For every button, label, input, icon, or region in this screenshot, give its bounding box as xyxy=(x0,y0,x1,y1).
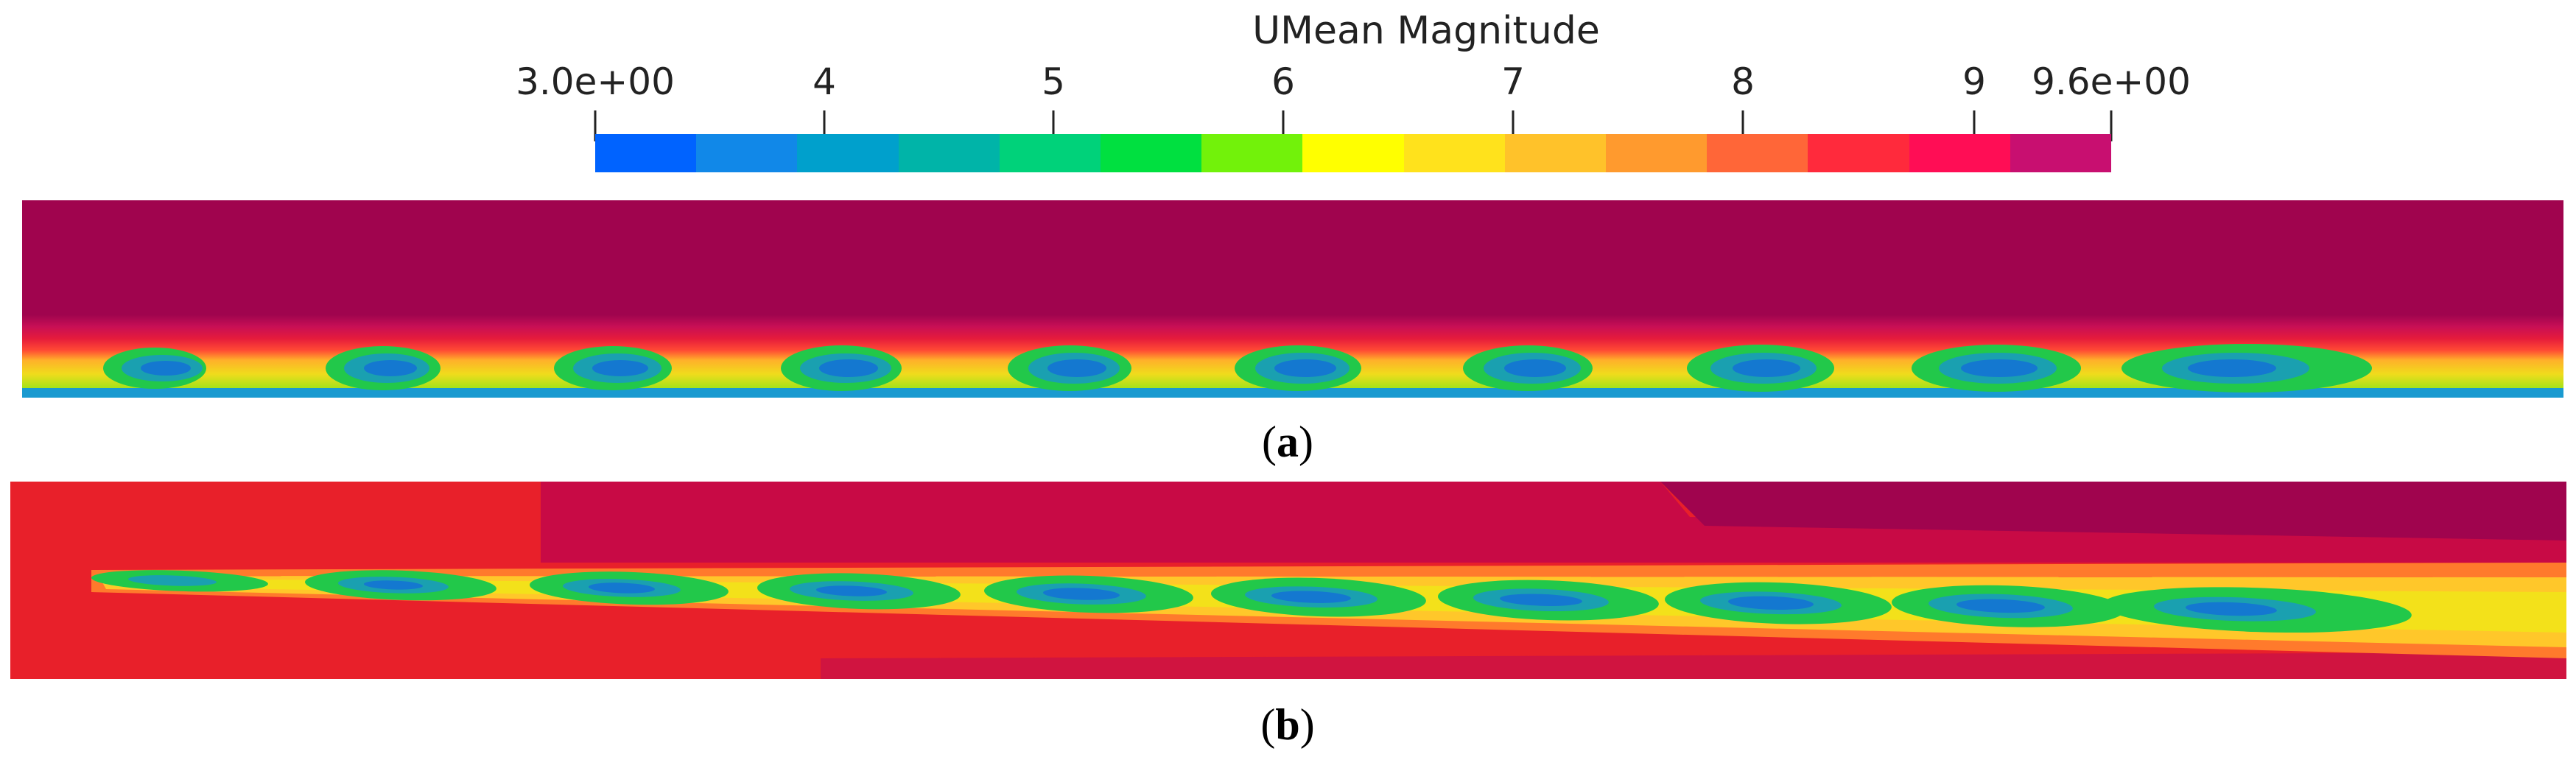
colorbar-swatch xyxy=(999,134,1101,172)
colorbar-swatch xyxy=(1403,134,1505,172)
colorbar-tick-label: 6 xyxy=(1271,60,1295,103)
colorbar-tick-mark xyxy=(1741,110,1744,141)
colorbar-swatch xyxy=(1808,134,1909,172)
colorbar-tick-label: 5 xyxy=(1042,60,1065,103)
colorbar-max-label: 9.6e+00 xyxy=(2032,60,2191,103)
colorbar-swatch xyxy=(1707,134,1808,172)
contour-plot-b xyxy=(10,482,2566,679)
contour-panel-b xyxy=(10,482,2566,679)
vortex-group-a xyxy=(103,344,2372,392)
colorbar-tick-label: 4 xyxy=(813,60,836,103)
colorbar-swatch xyxy=(1101,134,1202,172)
colorbar-title: UMean Magnitude xyxy=(1252,9,1600,53)
colorbar xyxy=(595,134,2112,172)
colorbar-min-label: 3.0e+00 xyxy=(516,60,675,103)
contour-plot-a xyxy=(22,200,2563,398)
caption-a: (a) xyxy=(1262,418,1313,466)
colorbar-tick-mark xyxy=(1973,110,1976,141)
colorbar-tick-mark xyxy=(1052,110,1055,141)
colorbar-swatch xyxy=(1909,134,2010,172)
colorbar-swatch xyxy=(696,134,798,172)
colorbar-swatch xyxy=(1302,134,1404,172)
colorbar-tick-mark xyxy=(1282,110,1285,141)
caption-b: (b) xyxy=(1260,700,1315,749)
colorbar-tick-mark xyxy=(1512,110,1515,141)
colorbar-swatch xyxy=(797,134,899,172)
colorbar-tick-label: 8 xyxy=(1731,60,1755,103)
contour-panel-a xyxy=(22,200,2563,398)
colorbar-swatch xyxy=(1606,134,1708,172)
colorbar-tick-mark xyxy=(2110,110,2113,141)
colorbar-tick-label: 9 xyxy=(1962,60,1986,103)
colorbar-swatch xyxy=(1504,134,1607,172)
colorbar-swatch xyxy=(2010,134,2112,172)
colorbar-tick-mark xyxy=(823,110,826,141)
colorbar-swatch xyxy=(1201,134,1303,172)
colorbar-swatch xyxy=(898,134,1000,172)
colorbar-tick-mark xyxy=(594,110,597,141)
vortex-group-b xyxy=(91,570,2412,633)
colorbar-swatch xyxy=(595,134,697,172)
colorbar-tick-label: 7 xyxy=(1501,60,1525,103)
